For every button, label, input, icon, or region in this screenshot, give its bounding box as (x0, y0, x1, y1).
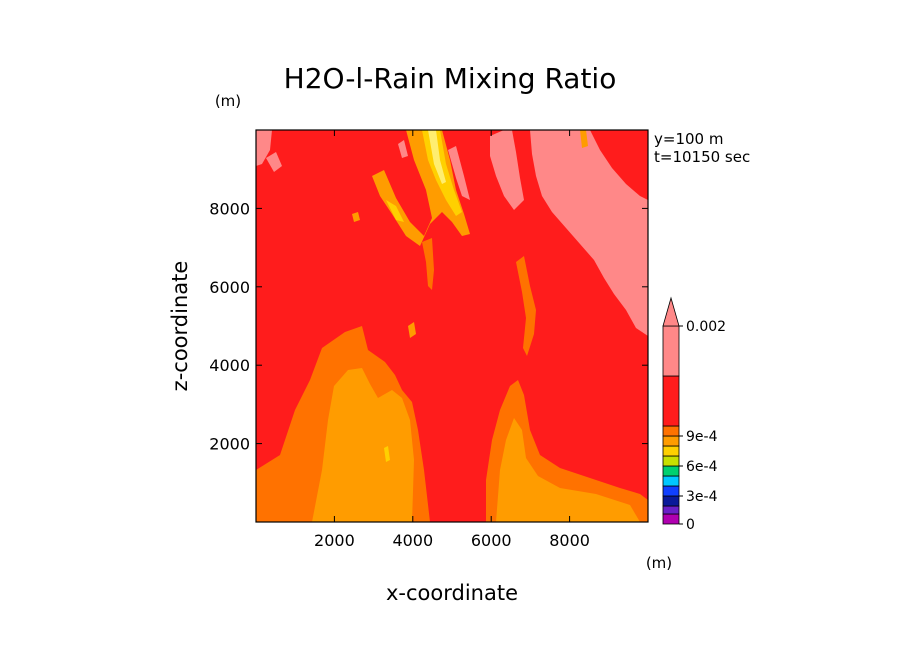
region-upper-pink-spot-2 (398, 140, 408, 158)
region-middle-vein (516, 256, 536, 356)
chart-title: H2O-l-Rain Mixing Ratio (284, 62, 617, 95)
colorbar-label: 0 (686, 517, 695, 533)
region-upper-streak-pale (428, 130, 446, 184)
annotation-t: t=10150 sec (654, 148, 750, 166)
colorbar-label: 9e-4 (686, 429, 718, 445)
colorbar-swatch (662, 475, 680, 487)
y-tick-label: 2000 (209, 435, 250, 454)
x-axis-ticks: 2000 4000 6000 8000 (314, 130, 590, 550)
colorbar-extend-triangle (662, 296, 680, 327)
colorbar-label: 3e-4 (686, 489, 718, 505)
y-tick-label: 6000 (209, 278, 250, 297)
colorbar: 0 3e-4 6e-4 9e-4 0.002 (662, 296, 726, 533)
x-tick-label: 2000 (314, 531, 355, 550)
region-right-orange-tick (580, 130, 588, 148)
colorbar-swatch (662, 455, 680, 467)
x-unit-label: (m) (646, 554, 672, 572)
colorbar-label: 6e-4 (686, 459, 718, 475)
y-axis-label: z-coordinate (168, 261, 192, 392)
x-tick-label: 8000 (549, 531, 590, 550)
plot-frame (255, 129, 649, 523)
region-left-plume-orange (312, 368, 414, 522)
y-axis-ticks: 2000 4000 6000 8000 (209, 199, 648, 454)
x-tick-label: 6000 (471, 531, 512, 550)
region-upper-pink-tongue (448, 146, 470, 200)
region-right-pink-band (530, 130, 648, 336)
colorbar-swatch (662, 465, 680, 477)
colorbar-swatch (662, 445, 680, 457)
region-upper-pink-edge (256, 130, 272, 166)
colorbar-swatch (662, 375, 680, 427)
contour-field (256, 130, 648, 522)
region-upper-streak-speck (386, 200, 404, 222)
y-tick-label: 4000 (209, 356, 250, 375)
colorbar-swatch (662, 485, 680, 497)
colorbar-swatch (662, 425, 680, 437)
region-middle-speck (422, 238, 434, 290)
region-left-thin-orange (408, 322, 416, 338)
colorbar-swatch (662, 495, 680, 507)
y-tick-label: 8000 (209, 199, 250, 218)
region-left-plume-speck (384, 446, 390, 462)
region-left-orange-tick (352, 212, 360, 222)
colorbar-label: 0.002 (686, 319, 726, 335)
colorbar-swatch (662, 505, 680, 515)
colorbar-swatch (662, 513, 680, 525)
region-upper-pink-blob (490, 130, 524, 210)
x-axis-label: x-coordinate (386, 581, 518, 605)
region-upper-pink-spot (266, 152, 282, 172)
annotation-y: y=100 m (654, 130, 723, 148)
x-tick-label: 4000 (392, 531, 433, 550)
y-unit-label: (m) (215, 92, 241, 110)
colorbar-swatch (662, 325, 680, 377)
colorbar-swatch (662, 435, 680, 447)
region-right-plume-orange (496, 418, 640, 522)
